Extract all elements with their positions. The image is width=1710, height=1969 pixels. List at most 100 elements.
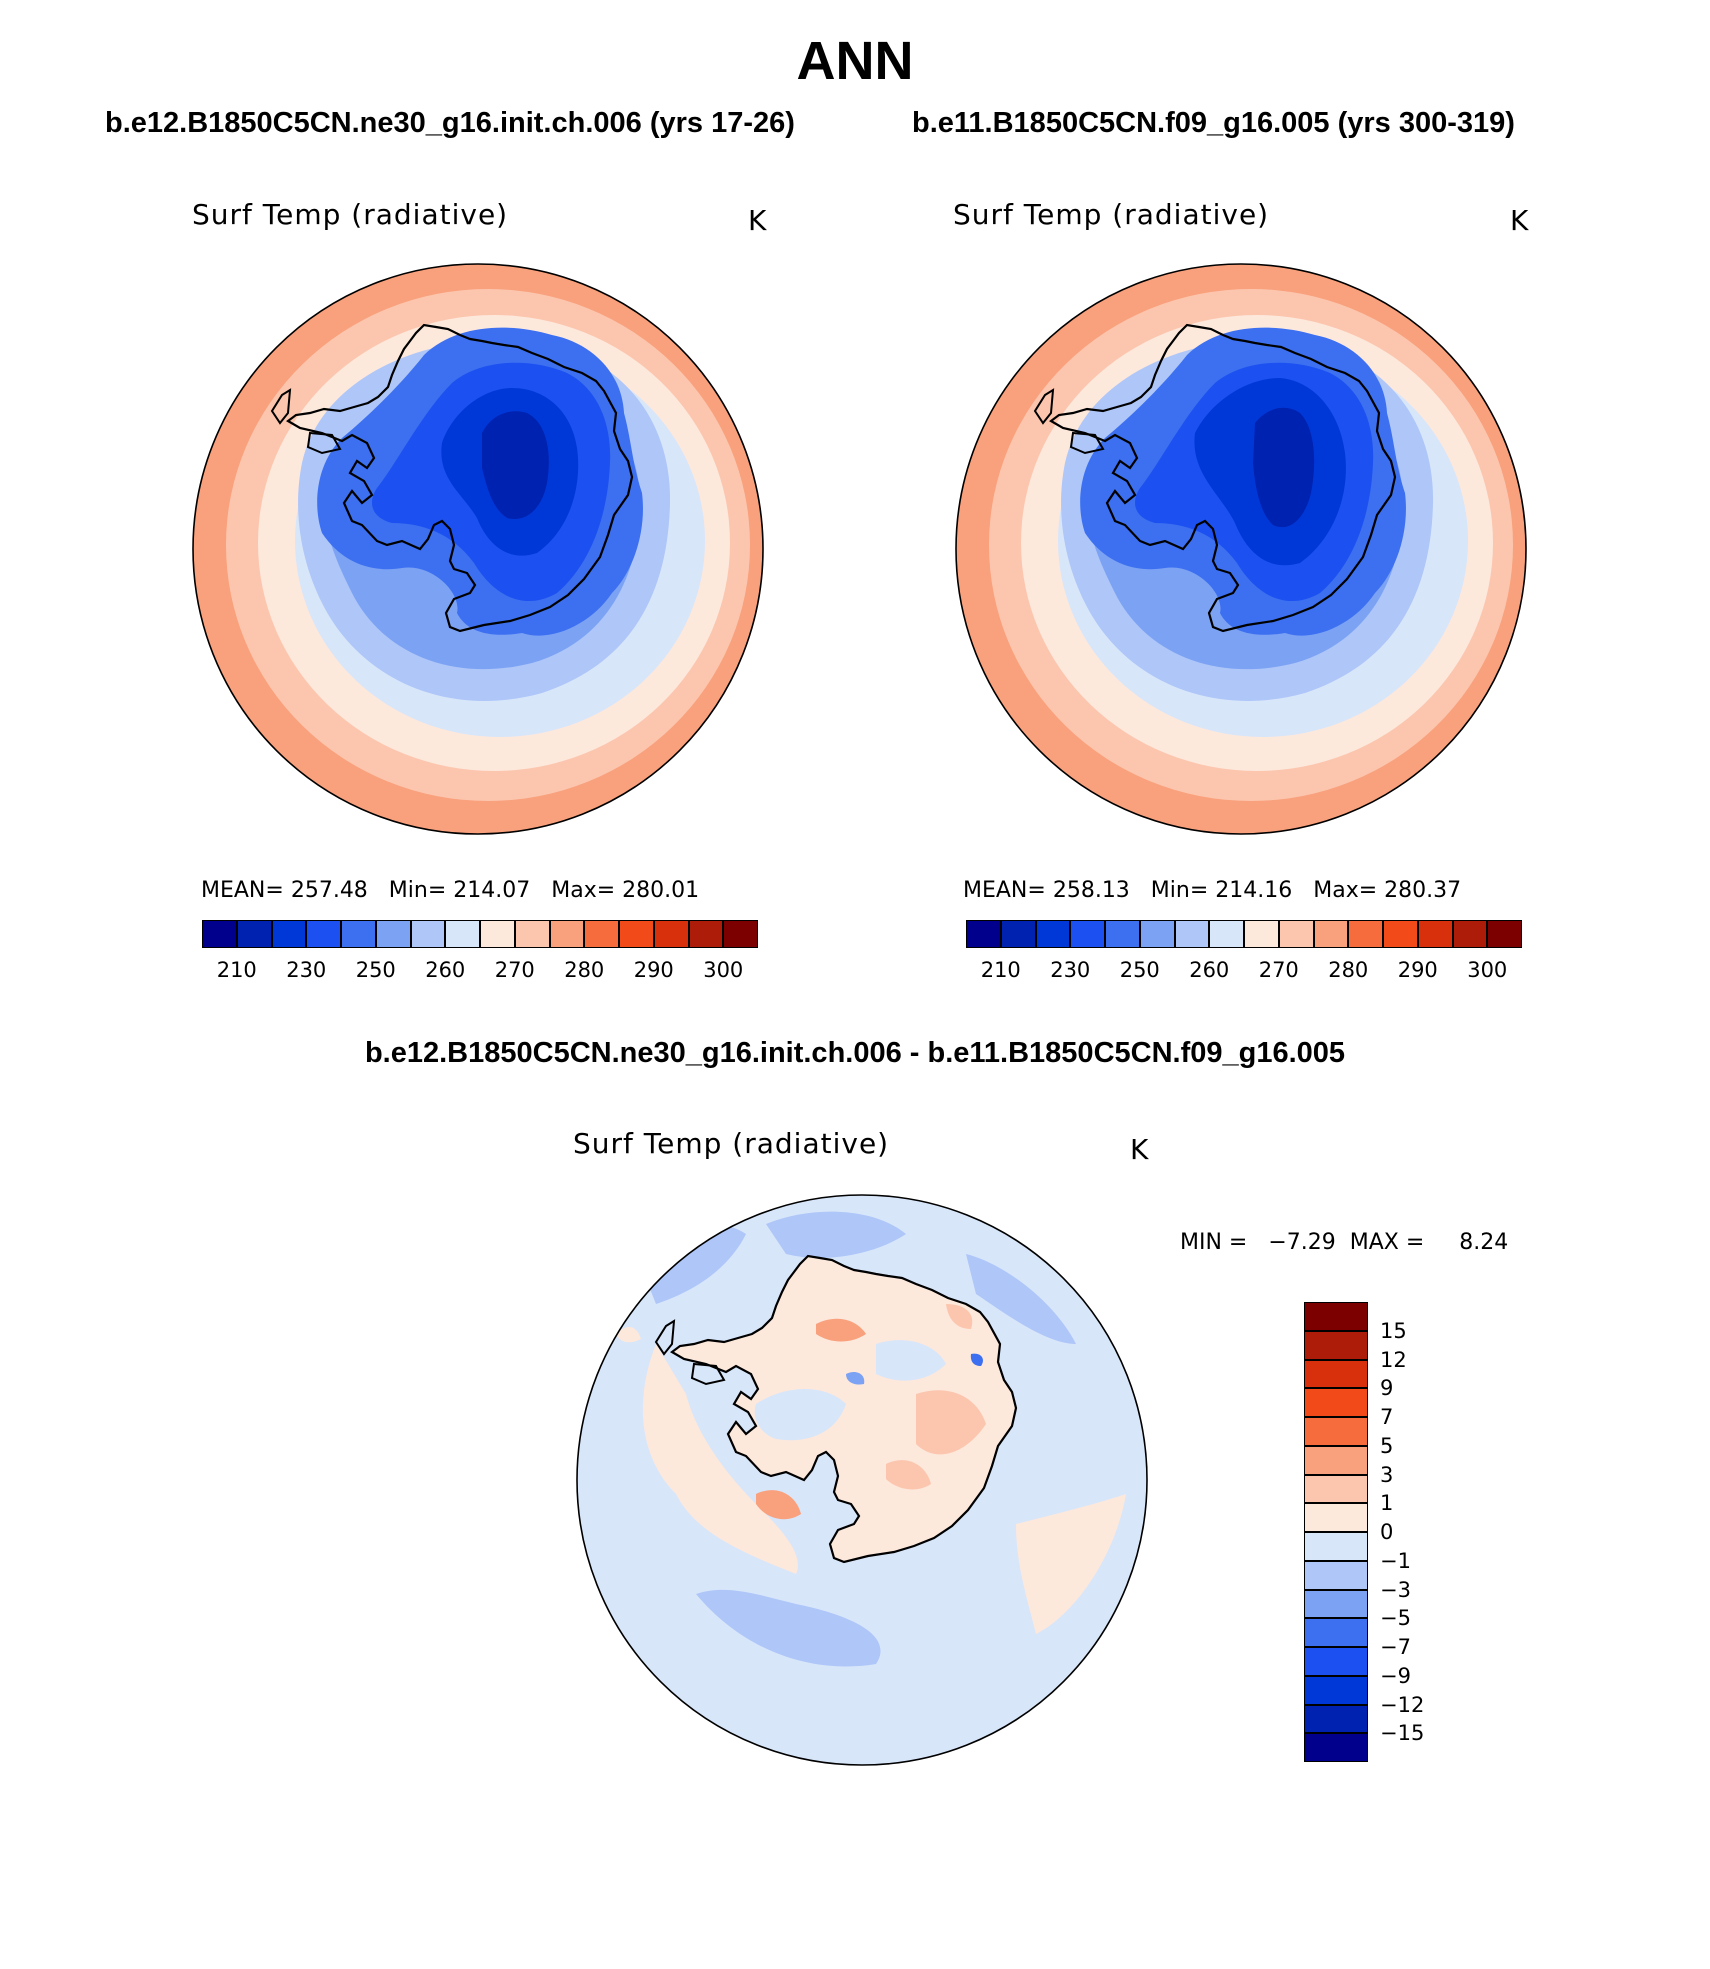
panel-2-mean-label: MEAN= bbox=[963, 878, 1046, 903]
colorbar-swatch bbox=[1035, 920, 1071, 948]
colorbar-tick-label: 280 bbox=[564, 958, 605, 982]
difference-colorbar-swatch bbox=[1304, 1560, 1368, 1590]
difference-colorbar-tick-label: −1 bbox=[1380, 1548, 1411, 1573]
colorbar-swatch bbox=[619, 920, 654, 948]
colorbar-swatch bbox=[236, 920, 272, 948]
difference-colorbar-tick-label: 12 bbox=[1380, 1347, 1407, 1372]
colorbar-tick-label: 210 bbox=[980, 958, 1021, 982]
panel-2-case-title: b.e11.B1850C5CN.f09_g16.005 (yrs 300-319… bbox=[912, 107, 1515, 139]
colorbar-swatch bbox=[410, 920, 446, 948]
difference-colorbar-tick-label: −5 bbox=[1380, 1606, 1411, 1631]
difference-colorbar-tick-label: −7 bbox=[1380, 1635, 1411, 1659]
colorbar-swatch bbox=[1139, 920, 1175, 948]
colorbar-swatch bbox=[549, 920, 585, 948]
difference-colorbar-tick-label: 1 bbox=[1380, 1491, 1394, 1516]
panel-2-max-value: 280.37 bbox=[1384, 878, 1462, 903]
colorbar-swatch bbox=[480, 920, 515, 948]
difference-colorbar-swatch bbox=[1304, 1675, 1368, 1705]
difference-colorbar-tick-label: 5 bbox=[1380, 1433, 1394, 1458]
difference-colorbar-swatch bbox=[1304, 1445, 1368, 1475]
panel-2-polar-map bbox=[955, 263, 1527, 835]
colorbar-tick-label: 270 bbox=[1258, 958, 1299, 982]
difference-colorbar-swatch bbox=[1304, 1733, 1368, 1762]
main-title: ANN bbox=[796, 31, 914, 91]
panel-2-variable-label: Surf Temp (radiative) bbox=[953, 198, 1270, 231]
difference-max-value: 8.24 bbox=[1459, 1230, 1509, 1255]
difference-colorbar-tick-label: 7 bbox=[1380, 1405, 1394, 1429]
colorbar-swatch bbox=[584, 920, 619, 948]
colorbar-tick-label: 260 bbox=[1189, 958, 1230, 982]
difference-colorbar-tick-label: −9 bbox=[1380, 1663, 1411, 1688]
difference-colorbar-swatch bbox=[1304, 1704, 1368, 1734]
panel-2-colorbar-labels: 210 230 250 260 270 280 290 300 bbox=[966, 958, 1522, 986]
colorbar-swatch bbox=[1244, 920, 1279, 948]
panel-1-case-title: b.e12.B1850C5CN.ne30_g16.init.ch.006 (yr… bbox=[105, 107, 795, 139]
panel-1-colorbar-labels: 210 230 250 260 270 280 290 300 bbox=[202, 958, 758, 986]
colorbar-tick-label: 300 bbox=[703, 958, 744, 982]
difference-colorbar-swatch bbox=[1304, 1330, 1368, 1360]
colorbar-swatch bbox=[1452, 920, 1488, 948]
colorbar-swatch bbox=[1174, 920, 1210, 948]
colorbar-swatch bbox=[1105, 920, 1140, 948]
panel-1-colorbar bbox=[202, 920, 758, 948]
difference-polar-map bbox=[576, 1194, 1148, 1766]
panel-2-mean-value: 258.13 bbox=[1052, 878, 1130, 903]
panel-1-units-label: K bbox=[748, 204, 768, 237]
colorbar-swatch bbox=[341, 920, 376, 948]
panel-2-min-value: 214.16 bbox=[1215, 878, 1293, 903]
colorbar-swatch bbox=[514, 920, 550, 948]
difference-variable-label: Surf Temp (radiative) bbox=[573, 1127, 890, 1160]
colorbar-tick-label: 270 bbox=[494, 958, 535, 982]
colorbar-swatch bbox=[688, 920, 724, 948]
colorbar-tick-label: 290 bbox=[1397, 958, 1438, 982]
colorbar-swatch bbox=[1209, 920, 1244, 948]
colorbar-swatch bbox=[375, 920, 411, 948]
difference-colorbar-swatch bbox=[1304, 1388, 1368, 1417]
colorbar-swatch bbox=[1383, 920, 1418, 948]
difference-colorbar-tick-label: −12 bbox=[1380, 1692, 1425, 1717]
colorbar-swatch bbox=[1348, 920, 1383, 948]
panel-1-min-label: Min= bbox=[388, 878, 447, 903]
colorbar-swatch bbox=[1417, 920, 1453, 948]
panel-1-mean-label: MEAN= bbox=[201, 878, 284, 903]
difference-colorbar bbox=[1304, 1302, 1368, 1762]
difference-colorbar-swatch bbox=[1304, 1474, 1368, 1504]
colorbar-swatch bbox=[966, 920, 1001, 948]
panel-1-mean-value: 257.48 bbox=[290, 878, 368, 903]
difference-colorbar-tick-label: −3 bbox=[1380, 1577, 1411, 1602]
difference-colorbar-tick-label: 15 bbox=[1380, 1318, 1407, 1343]
colorbar-tick-label: 260 bbox=[425, 958, 466, 982]
difference-min-label: MIN = bbox=[1180, 1230, 1248, 1255]
colorbar-tick-label: 250 bbox=[355, 958, 396, 982]
panel-2-stats: MEAN= 258.13 Min= 214.16 Max= 280.37 bbox=[963, 878, 1461, 903]
panel-1-variable-label: Surf Temp (radiative) bbox=[192, 198, 509, 231]
panel-2-colorbar bbox=[966, 920, 1522, 948]
colorbar-swatch bbox=[1487, 920, 1522, 948]
panel-2-max-label: Max= bbox=[1313, 878, 1378, 903]
difference-colorbar-labels: 15 12 9 7 5 3 1 0 −1 −3 −5 −7 −9 −12 −15 bbox=[1380, 1302, 1470, 1762]
panel-2-units-label: K bbox=[1510, 204, 1530, 237]
colorbar-swatch bbox=[1278, 920, 1314, 948]
colorbar-swatch bbox=[723, 920, 758, 948]
difference-colorbar-swatch bbox=[1304, 1302, 1368, 1331]
colorbar-swatch bbox=[445, 920, 480, 948]
difference-colorbar-swatch bbox=[1304, 1589, 1368, 1619]
colorbar-tick-label: 250 bbox=[1119, 958, 1160, 982]
panel-1-min-value: 214.07 bbox=[453, 878, 531, 903]
difference-colorbar-swatch bbox=[1304, 1359, 1368, 1389]
colorbar-swatch bbox=[1070, 920, 1105, 948]
difference-title: b.e12.B1850C5CN.ne30_g16.init.ch.006 - b… bbox=[364, 1037, 1346, 1069]
difference-min-value: −7.29 bbox=[1268, 1230, 1336, 1255]
difference-colorbar-swatch bbox=[1304, 1503, 1368, 1532]
difference-colorbar-tick-label: 3 bbox=[1380, 1462, 1394, 1487]
colorbar-swatch bbox=[1313, 920, 1349, 948]
difference-colorbar-swatch bbox=[1304, 1532, 1368, 1561]
colorbar-tick-label: 300 bbox=[1467, 958, 1508, 982]
difference-colorbar-tick-label: 0 bbox=[1380, 1520, 1394, 1544]
difference-colorbar-swatch bbox=[1304, 1647, 1368, 1676]
panel-1-max-value: 280.01 bbox=[622, 878, 700, 903]
colorbar-tick-label: 290 bbox=[633, 958, 674, 982]
colorbar-swatch bbox=[653, 920, 689, 948]
panel-1-polar-map bbox=[192, 263, 764, 835]
colorbar-swatch bbox=[271, 920, 307, 948]
